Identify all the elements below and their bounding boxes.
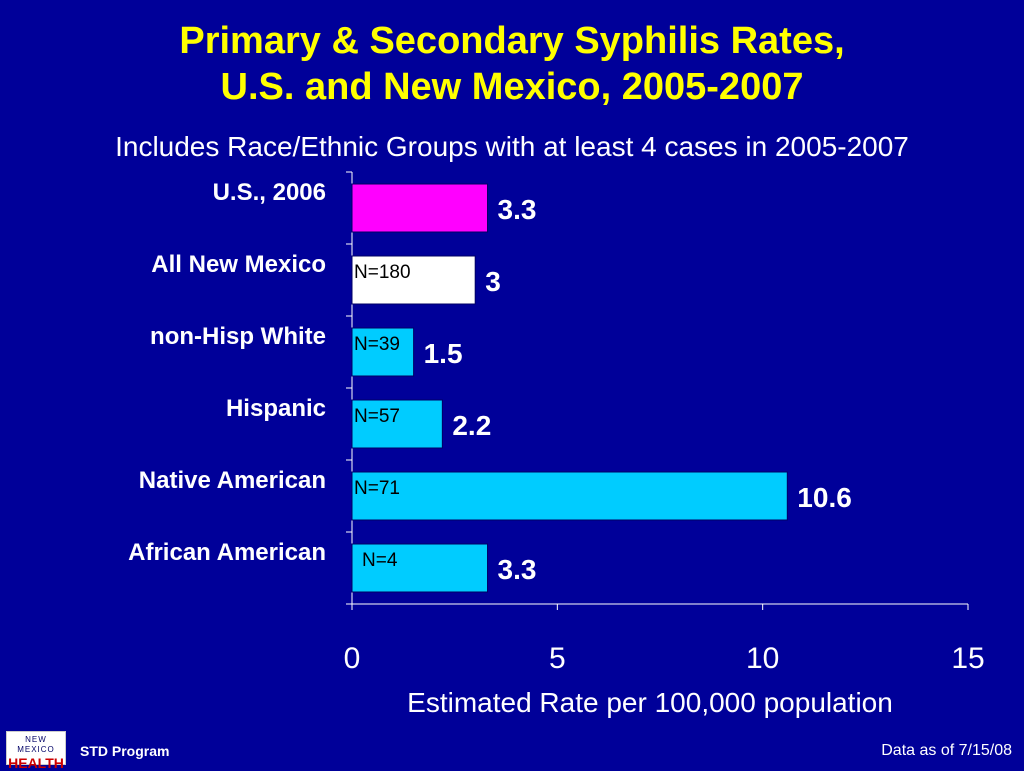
x-tick-label: 5 [549, 642, 566, 675]
data-as-of-label: Data as of 7/15/08 [881, 742, 1012, 759]
title-line-1: Primary & Secondary Syphilis Rates, [179, 20, 845, 62]
value-label: 3.3 [498, 554, 537, 585]
n-count-label: N=4 [362, 550, 398, 571]
n-count-label: N=39 [354, 334, 400, 355]
category-label: Hispanic [226, 395, 326, 422]
n-count-label: N=180 [354, 262, 411, 283]
x-axis-label: Estimated Rate per 100,000 population [407, 687, 893, 718]
logo-top-text: NEW MEXICO [17, 735, 55, 754]
bar [351, 471, 788, 521]
value-label: 10.6 [797, 482, 852, 513]
n-count-label: N=71 [354, 478, 400, 499]
category-label: All New Mexico [151, 251, 326, 278]
title-line-2: U.S. and New Mexico, 2005-2007 [220, 66, 804, 108]
value-label: 3.3 [498, 194, 537, 225]
x-tick-label: 15 [951, 642, 984, 675]
value-label: 1.5 [424, 338, 463, 369]
bar [351, 399, 443, 449]
category-label: U.S., 2006 [213, 179, 326, 206]
category-label: non-Hisp White [150, 323, 326, 350]
bar [351, 543, 489, 593]
category-label: African American [128, 539, 326, 566]
value-label: 2.2 [452, 410, 491, 441]
category-label: Native American [139, 467, 326, 494]
logo-main-text: HEALTH [8, 755, 64, 771]
bar [351, 327, 415, 377]
n-count-label: N=57 [354, 406, 400, 427]
program-label: STD Program [80, 743, 170, 759]
value-label: 3 [485, 266, 501, 297]
bar [351, 183, 489, 233]
x-tick-label: 10 [746, 642, 779, 675]
bar [351, 255, 476, 305]
nm-health-logo: NEW MEXICO HEALTH [6, 731, 66, 771]
chart-title: Primary & Secondary Syphilis Rates, U.S.… [0, 18, 1024, 110]
x-tick-label: 0 [344, 642, 361, 675]
chart-subtitle: Includes Race/Ethnic Groups with at leas… [115, 131, 909, 162]
